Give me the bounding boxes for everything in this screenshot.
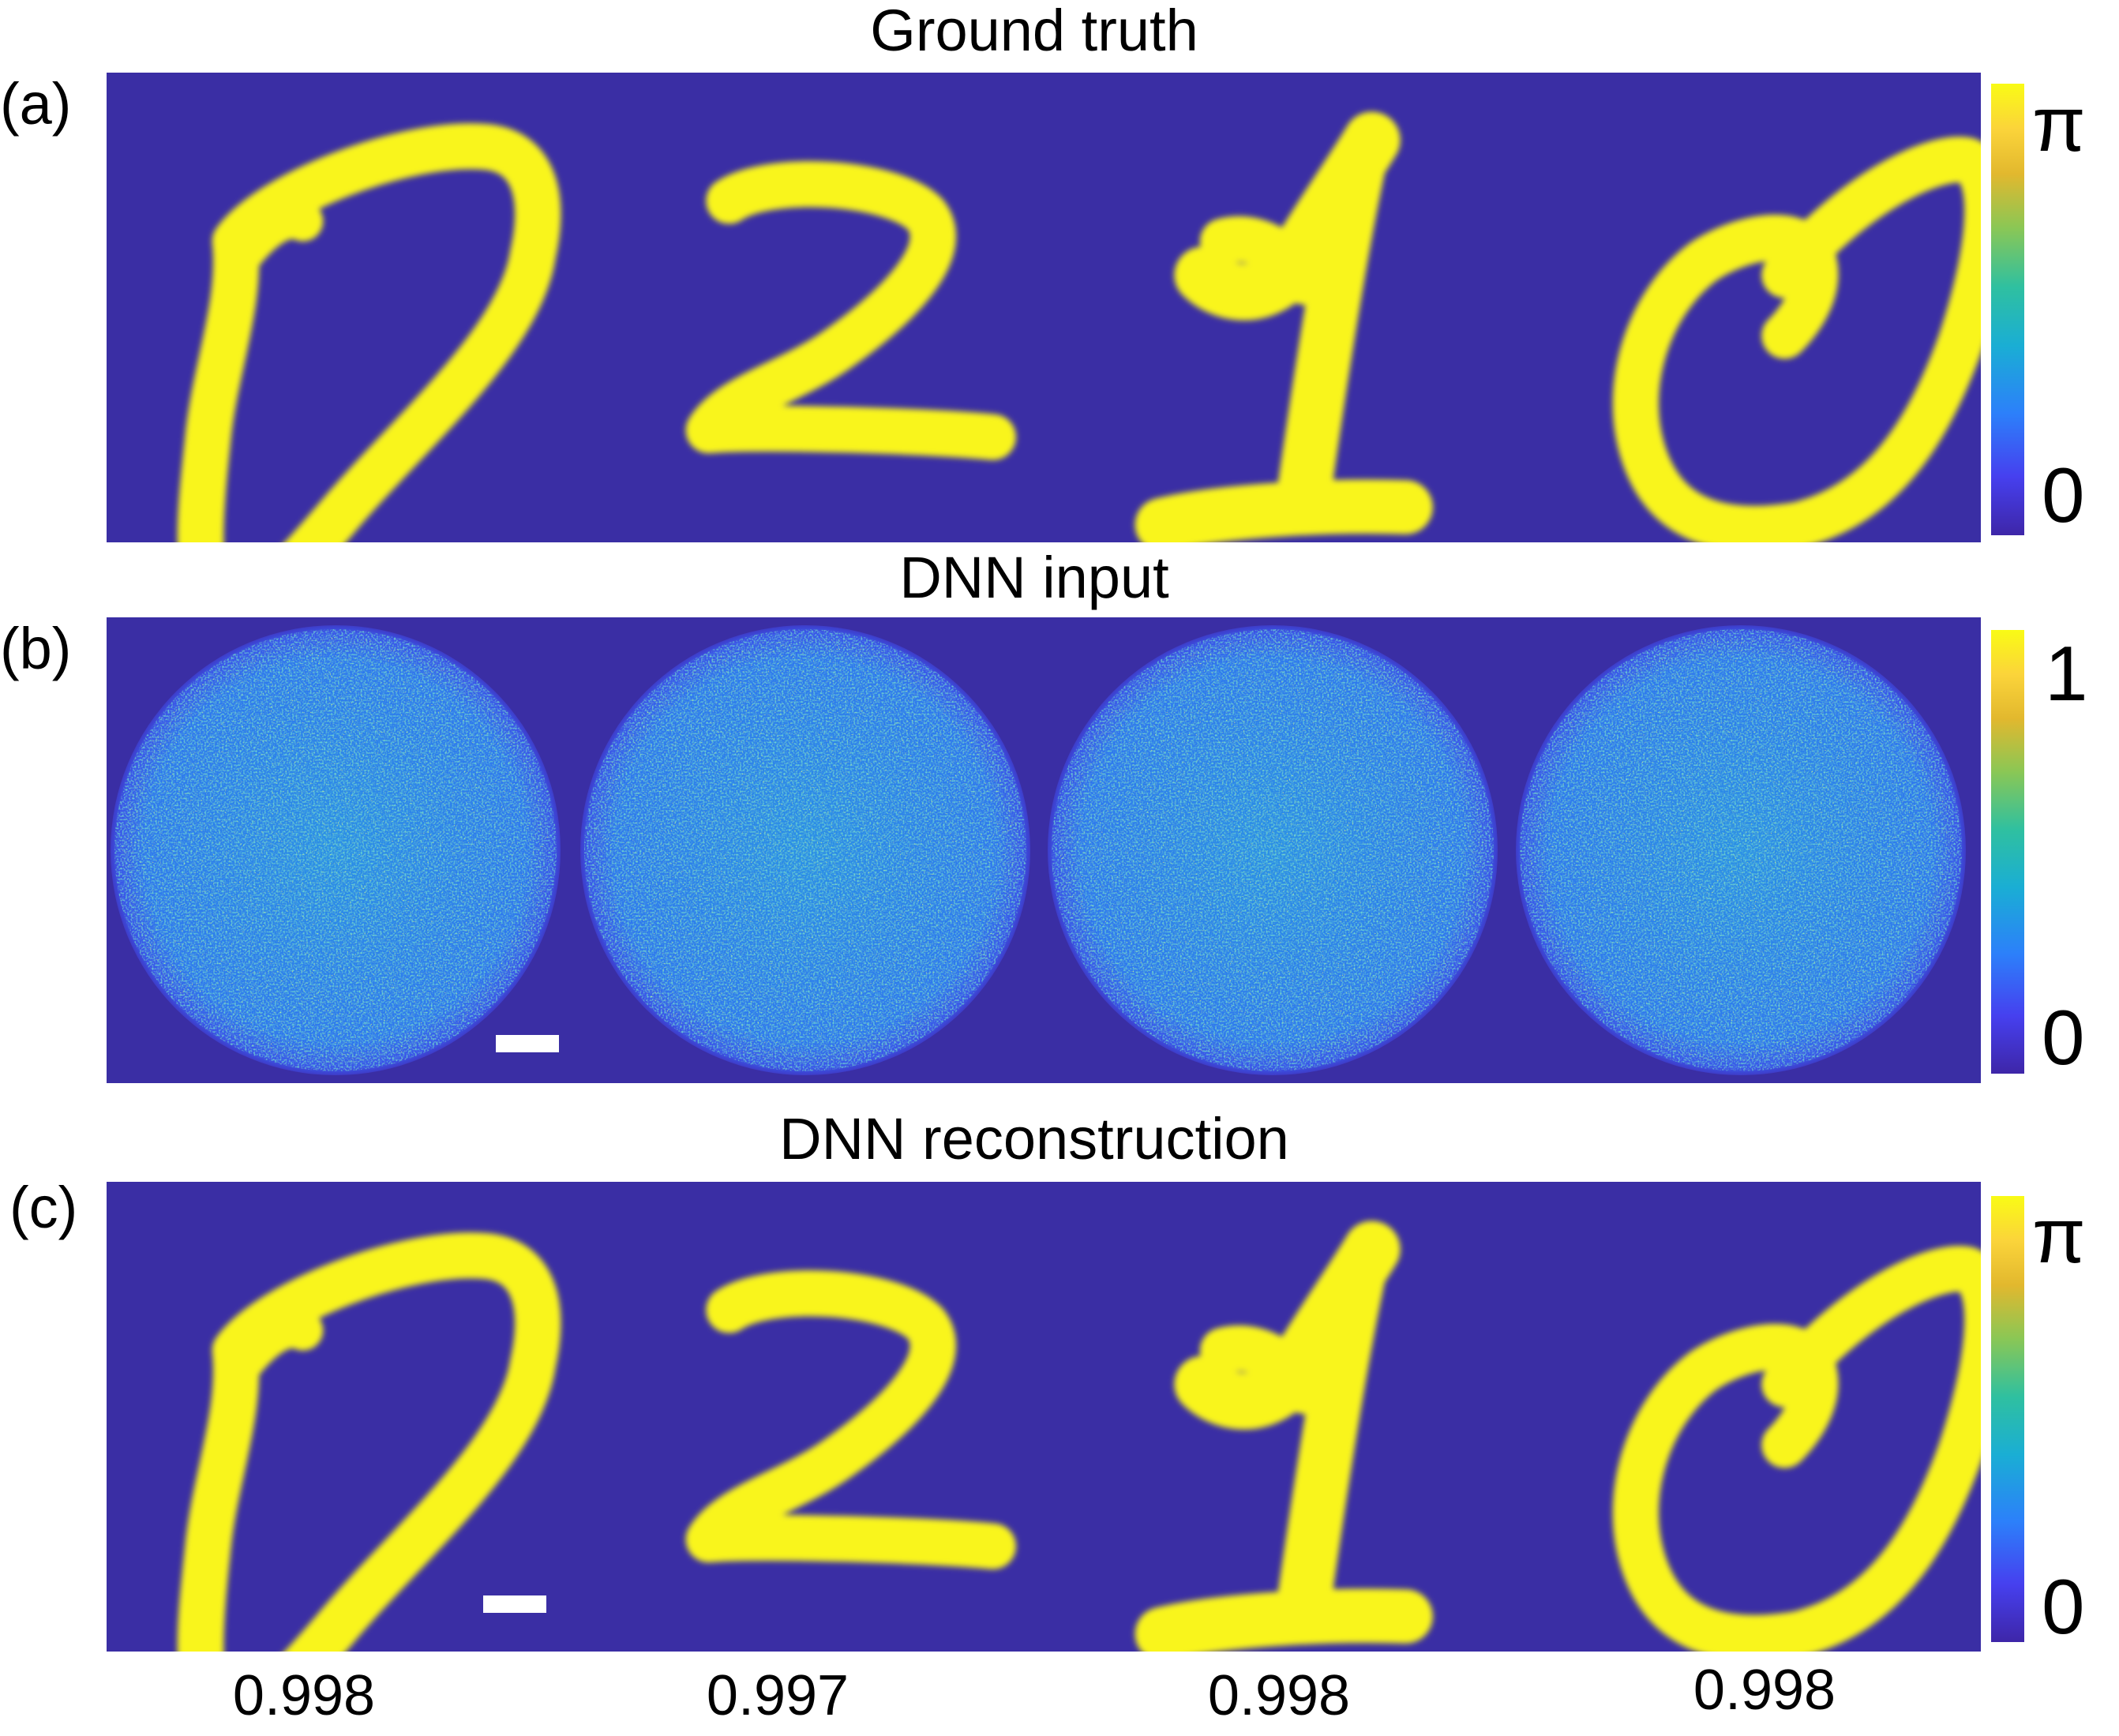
score-digit-2: 0.997 xyxy=(706,1664,849,1727)
speckle-disk-2 xyxy=(580,625,1030,1075)
panel-b-image xyxy=(107,617,1981,1083)
panel-c-colorbar xyxy=(1991,1196,2024,1642)
speckle-disk-3 xyxy=(1048,625,1498,1075)
score-digit-1: 0.998 xyxy=(232,1664,376,1727)
panel-c-scale-bar xyxy=(483,1595,546,1613)
panel-b-colorbar-min: 0 xyxy=(2042,994,2085,1081)
panel-a-colorbar-min: 0 xyxy=(2042,452,2085,538)
score-digit-3: 0.998 xyxy=(1207,1664,1351,1727)
panel-b-scale-bar xyxy=(496,1035,559,1052)
score-digit-4: 0.998 xyxy=(1693,1659,1836,1722)
panel-b-colorbar xyxy=(1991,630,2024,1074)
panel-a-image xyxy=(107,73,1981,542)
panel-b-title: DNN input xyxy=(899,545,1169,610)
speckle-disk-1 xyxy=(111,625,561,1075)
panel-a-colorbar-max: π xyxy=(2032,81,2086,167)
panel-a-label: (a) xyxy=(0,71,72,137)
panel-c-colorbar-min: 0 xyxy=(2042,1563,2085,1650)
panel-c-title: DNN reconstruction xyxy=(779,1106,1289,1172)
panel-a-title: Ground truth xyxy=(870,0,1198,63)
panel-c-colorbar-max: π xyxy=(2032,1192,2086,1279)
speckle-disk-4 xyxy=(1516,625,1966,1075)
panel-b-colorbar-max: 1 xyxy=(2045,630,2088,717)
panel-c-image xyxy=(107,1182,1981,1652)
panel-a-colorbar xyxy=(1991,84,2024,535)
panel-c-label: (c) xyxy=(9,1175,78,1240)
panel-b-label: (b) xyxy=(0,616,72,681)
